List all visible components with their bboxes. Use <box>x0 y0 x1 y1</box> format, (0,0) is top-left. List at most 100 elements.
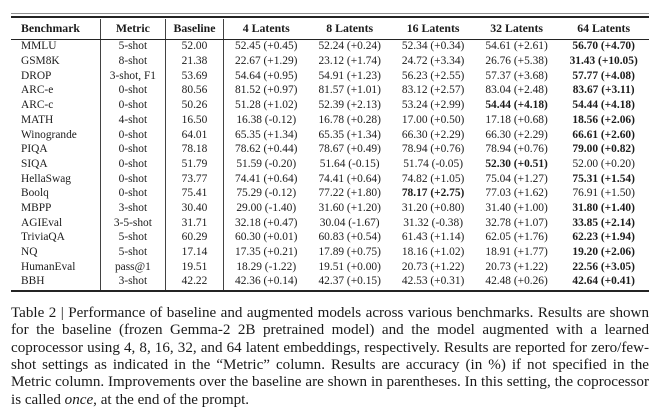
column-header-8-latents: 8 Latents <box>307 19 392 40</box>
table-row: AGIEval 3-5-shot 31.71 32.18 (+0.47) 30.04 (… <box>11 216 649 231</box>
latent-result-cell: 57.37 (+3.68) <box>485 69 548 82</box>
latent-result-cell: 42.37 (+0.15) <box>318 275 381 288</box>
baseline-cell: 64.01 <box>165 128 225 143</box>
benchmark-cell: HumanEval <box>11 260 102 275</box>
latent-result-cell: 56.70 (+4.70) <box>572 40 635 53</box>
latent-result-cell: 29.00 (-1.40) <box>236 201 297 214</box>
latent-result-cell: 54.44 (+4.18) <box>485 99 548 112</box>
caption-text: Table 2 | Performance of baseline and au… <box>11 304 649 408</box>
benchmark-cell: BBH <box>11 275 102 291</box>
table-row: GSM8K 8-shot 21.38 22.67 (+1.29) 23.12 (+1.7… <box>11 54 649 70</box>
baseline-cell: 52.00 <box>165 39 225 55</box>
baseline-cell: 21.38 <box>165 54 225 70</box>
latent-result-cell: 52.00 (+0.20) <box>572 157 635 170</box>
latent-result-cell: 26.76 (+5.38) <box>485 55 548 68</box>
metric-cell: 0-shot <box>100 186 166 202</box>
latent-result-cell: 52.34 (+0.34) <box>401 40 465 53</box>
table-row: NQ 5-shot 17.14 17.35 (+0.21) 17.89 (+0.75) 1… <box>11 245 649 261</box>
metric-cell: 4-shot <box>100 113 166 129</box>
latent-result-cell: 66.61 (+2.60) <box>572 128 635 141</box>
latent-result-cell: 31.80 (+1.40) <box>572 201 635 214</box>
latent-result-cell: 76.91 (+1.50) <box>572 187 635 200</box>
latent-result-cell: 18.16 (+1.02) <box>401 246 465 259</box>
latent-result-cell: 52.24 (+0.24) <box>318 40 381 53</box>
column-header-16-latents: 16 Latents <box>391 19 475 40</box>
latent-result-cell: 74.41 (+0.64) <box>235 172 298 185</box>
latent-result-cell: 66.30 (+2.29) <box>401 128 465 141</box>
latent-result-cell: 77.22 (+1.80) <box>318 187 381 200</box>
latent-result-cell: 52.45 (+0.45) <box>235 40 298 53</box>
table-row: DROP 3-shot, F1 53.69 54.64 (+0.95) 54.91 (+… <box>11 69 649 85</box>
latent-result-cell: 65.35 (+1.34) <box>318 128 381 141</box>
benchmark-cell: NQ <box>11 245 102 261</box>
latent-result-cell: 51.64 (-0.15) <box>319 157 380 170</box>
latent-result-cell: 74.41 (+0.64) <box>318 172 381 185</box>
table-top-rule <box>11 13 649 18</box>
latent-result-cell: 52.30 (+0.51) <box>485 157 548 170</box>
latent-result-cell: 18.56 (+2.06) <box>572 113 635 126</box>
latent-result-cell: 31.40 (+1.00) <box>485 201 548 214</box>
metric-cell: 0-shot <box>100 84 166 99</box>
latent-result-cell: 78.67 (+0.49) <box>318 143 381 156</box>
latent-result-cell: 23.12 (+1.74) <box>318 55 381 68</box>
latent-result-cell: 31.32 (-0.38) <box>403 216 463 229</box>
latent-result-cell: 61.43 (+1.14) <box>401 231 465 244</box>
baseline-cell: 78.18 <box>165 142 225 158</box>
latent-result-cell: 78.94 (+0.76) <box>401 143 465 156</box>
metric-cell: 5-shot <box>100 39 166 55</box>
baseline-cell: 75.41 <box>165 186 225 202</box>
benchmark-cell: AGIEval <box>11 216 102 231</box>
latent-result-cell: 22.67 (+1.29) <box>235 55 298 68</box>
table-row: TriviaQA 5-shot 60.29 60.30 (+0.01) 60.83 (+… <box>11 230 649 246</box>
latent-result-cell: 32.18 (+0.47) <box>235 216 298 229</box>
benchmark-cell: MMLU <box>11 39 102 55</box>
latent-result-cell: 66.30 (+2.29) <box>485 128 548 141</box>
latent-result-cell: 17.89 (+0.75) <box>318 246 381 259</box>
baseline-cell: 50.26 <box>165 98 225 114</box>
column-header-benchmark: Benchmark <box>11 19 102 40</box>
baseline-cell: 17.14 <box>165 245 225 261</box>
benchmark-cell: Boolq <box>11 186 102 202</box>
latent-result-cell: 19.20 (+2.06) <box>572 246 635 259</box>
latent-result-cell: 79.00 (+0.82) <box>572 143 635 156</box>
latent-result-cell: 81.57 (+1.01) <box>318 84 381 97</box>
metric-cell: 0-shot <box>100 142 166 158</box>
table-row: BBH 3-shot 42.22 42.36 (+0.14) 42.37 (+0.15)… <box>11 275 649 291</box>
latent-result-cell: 83.04 (+2.48) <box>485 84 548 97</box>
benchmark-cell: MATH <box>11 113 102 129</box>
table-body: MMLU 5-shot 52.00 52.45 (+0.45) 52.24 (+0.24… <box>11 39 649 291</box>
latent-result-cell: 54.61 (+2.61) <box>485 40 548 53</box>
metric-cell: 0-shot <box>100 98 166 114</box>
metric-cell: 3-shot <box>100 275 166 291</box>
latent-result-cell: 30.04 (-1.67) <box>319 216 380 229</box>
latent-result-cell: 19.51 (+0.00) <box>318 260 381 273</box>
latent-result-cell: 31.43 (+10.05) <box>569 55 638 68</box>
table-row: ARC-e 0-shot 80.56 81.52 (+0.97) 81.57 (+1.0… <box>11 84 649 99</box>
table-row: MATH 4-shot 16.50 16.38 (-0.12) 16.78 (+0.28… <box>11 113 649 129</box>
table-row: HumanEval pass@1 19.51 18.29 (-1.22) 19.51 (… <box>11 260 649 275</box>
latent-result-cell: 17.00 (+0.50) <box>401 113 465 126</box>
benchmark-cell: Winogrande <box>11 128 102 143</box>
latent-result-cell: 75.29 (-0.12) <box>236 187 297 200</box>
latent-result-cell: 51.28 (+1.02) <box>235 99 298 112</box>
benchmark-results-figure: Benchmark Metric Baseline 4 Latents 8 La… <box>11 13 649 292</box>
benchmark-cell: ARC-c <box>11 98 102 114</box>
caption-text-end: , at the end of the prompt. <box>93 391 250 408</box>
latent-result-cell: 52.39 (+2.13) <box>318 99 381 112</box>
latent-result-cell: 78.94 (+0.76) <box>485 143 548 156</box>
benchmark-cell: GSM8K <box>11 54 102 70</box>
latent-result-cell: 57.77 (+4.08) <box>572 69 635 82</box>
latent-result-cell: 74.82 (+1.05) <box>401 172 465 185</box>
latent-result-cell: 75.04 (+1.27) <box>485 172 548 185</box>
latent-result-cell: 53.24 (+2.99) <box>401 99 465 112</box>
caption-italic-once: once <box>64 391 94 408</box>
latent-result-cell: 78.17 (+2.75) <box>401 187 465 200</box>
table-row: SIQA 0-shot 51.79 51.59 (-0.20) 51.64 (-0.15… <box>11 157 649 173</box>
latent-result-cell: 18.91 (+1.77) <box>485 246 548 259</box>
benchmark-cell: SIQA <box>11 157 102 173</box>
latent-result-cell: 17.18 (+0.68) <box>485 113 548 126</box>
latent-result-cell: 81.52 (+0.97) <box>235 84 298 97</box>
metric-cell: 3-shot <box>100 201 166 217</box>
latent-result-cell: 62.23 (+1.94) <box>572 231 635 244</box>
